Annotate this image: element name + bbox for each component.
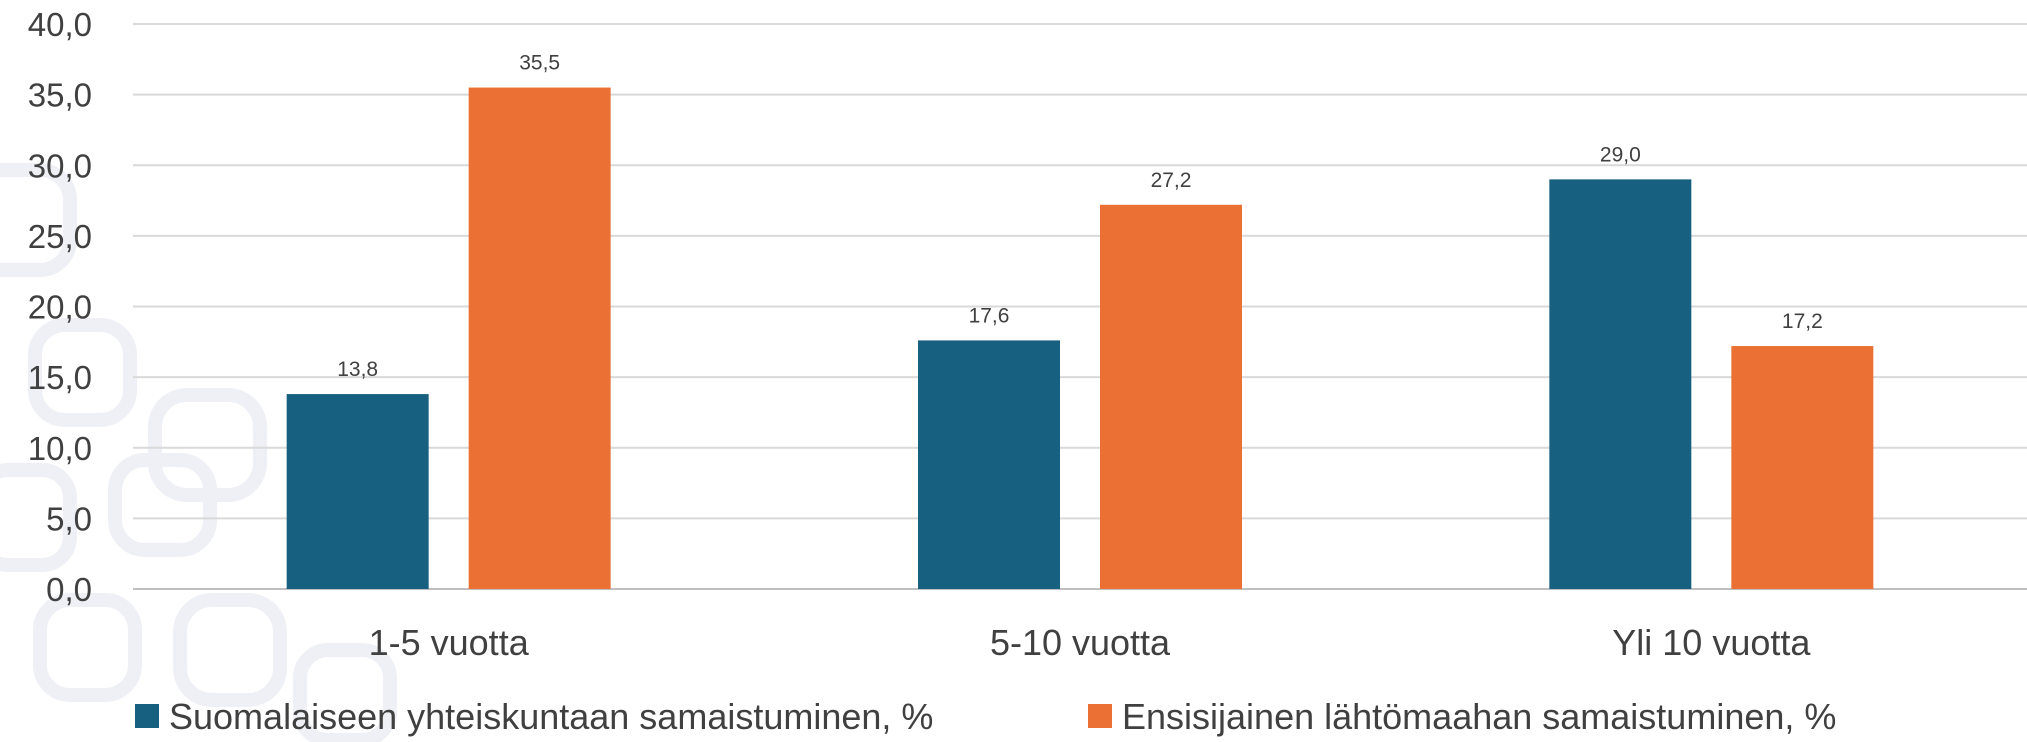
data-label: 35,5 [519,52,560,75]
data-label: 27,2 [1151,169,1192,192]
data-label: 29,0 [1600,143,1641,166]
y-tick-label: 25,0 [28,218,92,255]
bars [286,87,1874,590]
data-label: 17,6 [969,304,1010,327]
data-label: 13,8 [337,358,378,381]
y-tick-label: 35,0 [28,77,92,114]
bar-suomalaiseen-2 [918,340,1060,589]
y-tick-label: 5,0 [46,500,92,537]
legend: Suomalaiseen yhteiskuntaan samaistuminen… [135,696,1836,737]
legend-swatch [1088,704,1112,728]
legend-label: Suomalaiseen yhteiskuntaan samaistuminen… [169,696,933,737]
data-labels: 13,8 35,5 17,6 27,2 29,0 17,2 [337,52,1823,382]
legend-label: Ensisijainen lähtömaahan samaistuminen, … [1122,696,1836,737]
bar-suomalaiseen-3 [1549,179,1692,589]
y-tick-label: 40,0 [28,6,92,43]
bar-suomalaiseen-1 [286,394,429,589]
y-tick-label: 20,0 [28,289,92,326]
y-tick-label: 0,0 [46,571,92,608]
gridlines [133,23,2027,590]
y-tick-label: 15,0 [28,359,92,396]
x-category-label: 5-10 vuotta [990,622,1171,663]
legend-swatch [135,704,159,728]
y-tick-label: 30,0 [28,147,92,184]
bar-ensisijainen-3 [1731,346,1874,589]
x-category-label: Yli 10 vuotta [1612,622,1811,663]
x-category-label: 1-5 vuotta [369,622,530,663]
bar-ensisijainen-2 [1100,204,1242,590]
bar-ensisijainen-1 [468,87,611,589]
y-axis: 0,0 5,0 10,0 15,0 20,0 25,0 30,0 35,0 40,0 [28,6,92,608]
y-tick-label: 10,0 [28,430,92,467]
x-axis: 1-5 vuotta 5-10 vuotta Yli 10 vuotta [369,622,1812,663]
background-watermark [0,163,397,742]
data-label: 17,2 [1782,310,1823,333]
